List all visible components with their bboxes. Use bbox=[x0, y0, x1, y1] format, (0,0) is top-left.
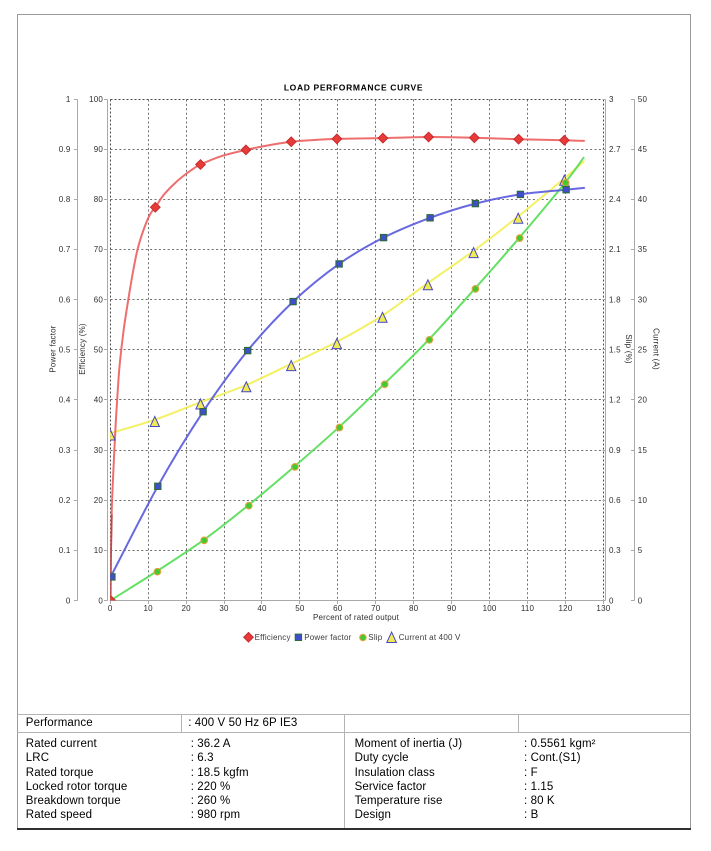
svg-text:LOAD PERFORMANCE CURVE: LOAD PERFORMANCE CURVE bbox=[284, 82, 423, 92]
svg-text:30: 30 bbox=[94, 446, 104, 455]
svg-text:1.8: 1.8 bbox=[609, 295, 621, 304]
svg-text:0: 0 bbox=[609, 596, 614, 605]
svg-text:2.7: 2.7 bbox=[609, 145, 621, 154]
svg-text:60: 60 bbox=[94, 295, 104, 304]
svg-text:5: 5 bbox=[638, 546, 643, 555]
svg-text:0.1: 0.1 bbox=[59, 546, 71, 555]
svg-text:25: 25 bbox=[638, 346, 648, 355]
svg-text:Efficiency: Efficiency bbox=[255, 633, 291, 642]
svg-text:2.4: 2.4 bbox=[609, 195, 621, 204]
svg-text:0.6: 0.6 bbox=[59, 295, 71, 304]
svg-text:0.5: 0.5 bbox=[59, 346, 71, 355]
svg-text:50: 50 bbox=[94, 346, 104, 355]
svg-text:1.5: 1.5 bbox=[609, 346, 621, 355]
svg-text:0.3: 0.3 bbox=[609, 546, 621, 555]
svg-text:0.2: 0.2 bbox=[59, 496, 71, 505]
svg-text:130: 130 bbox=[596, 604, 610, 613]
svg-text:0.9: 0.9 bbox=[59, 145, 71, 154]
svg-text:Slip: Slip bbox=[368, 633, 382, 642]
svg-text:70: 70 bbox=[371, 604, 381, 613]
svg-text:35: 35 bbox=[638, 245, 648, 254]
svg-text:30: 30 bbox=[638, 295, 648, 304]
svg-text:90: 90 bbox=[447, 604, 457, 613]
svg-text:Percent of rated output: Percent of rated output bbox=[313, 613, 400, 622]
svg-text:40: 40 bbox=[94, 396, 104, 405]
svg-text:0.8: 0.8 bbox=[59, 195, 71, 204]
svg-text:50: 50 bbox=[638, 95, 648, 104]
svg-text:15: 15 bbox=[638, 446, 648, 455]
svg-text:120: 120 bbox=[559, 604, 573, 613]
svg-text:100: 100 bbox=[483, 604, 497, 613]
svg-text:0.4: 0.4 bbox=[59, 396, 71, 405]
svg-text:80: 80 bbox=[409, 604, 419, 613]
svg-text:0: 0 bbox=[66, 596, 71, 605]
svg-text:Current at 400 V: Current at 400 V bbox=[399, 633, 461, 642]
svg-text:0: 0 bbox=[98, 596, 103, 605]
svg-text:40: 40 bbox=[257, 604, 267, 613]
svg-text:90: 90 bbox=[94, 145, 104, 154]
svg-text:Power factor: Power factor bbox=[49, 325, 58, 372]
svg-text:50: 50 bbox=[295, 604, 305, 613]
svg-text:30: 30 bbox=[219, 604, 229, 613]
svg-text:100: 100 bbox=[89, 95, 103, 104]
svg-text:Efficiency (%): Efficiency (%) bbox=[78, 323, 87, 375]
svg-text:10: 10 bbox=[143, 604, 153, 613]
svg-text:0: 0 bbox=[638, 596, 643, 605]
svg-text:20: 20 bbox=[94, 496, 104, 505]
svg-text:2.1: 2.1 bbox=[609, 245, 621, 254]
svg-text:0: 0 bbox=[108, 604, 113, 613]
svg-text:10: 10 bbox=[94, 546, 104, 555]
svg-text:Current (A): Current (A) bbox=[652, 328, 661, 370]
svg-text:110: 110 bbox=[521, 604, 535, 613]
svg-text:0.3: 0.3 bbox=[59, 446, 71, 455]
svg-text:0.9: 0.9 bbox=[609, 446, 621, 455]
svg-text:70: 70 bbox=[94, 245, 104, 254]
svg-text:0.7: 0.7 bbox=[59, 245, 71, 254]
svg-text:1.2: 1.2 bbox=[609, 396, 621, 405]
svg-text:60: 60 bbox=[333, 604, 343, 613]
svg-text:3: 3 bbox=[609, 95, 614, 104]
svg-text:1: 1 bbox=[66, 95, 71, 104]
svg-text:0.6: 0.6 bbox=[609, 496, 621, 505]
svg-text:Power factor: Power factor bbox=[304, 633, 351, 642]
svg-text:40: 40 bbox=[638, 195, 648, 204]
svg-text:80: 80 bbox=[94, 195, 104, 204]
svg-text:Slip (%): Slip (%) bbox=[624, 334, 633, 364]
svg-text:45: 45 bbox=[638, 145, 648, 154]
svg-text:20: 20 bbox=[181, 604, 191, 613]
svg-text:10: 10 bbox=[638, 496, 648, 505]
svg-text:20: 20 bbox=[638, 396, 648, 405]
